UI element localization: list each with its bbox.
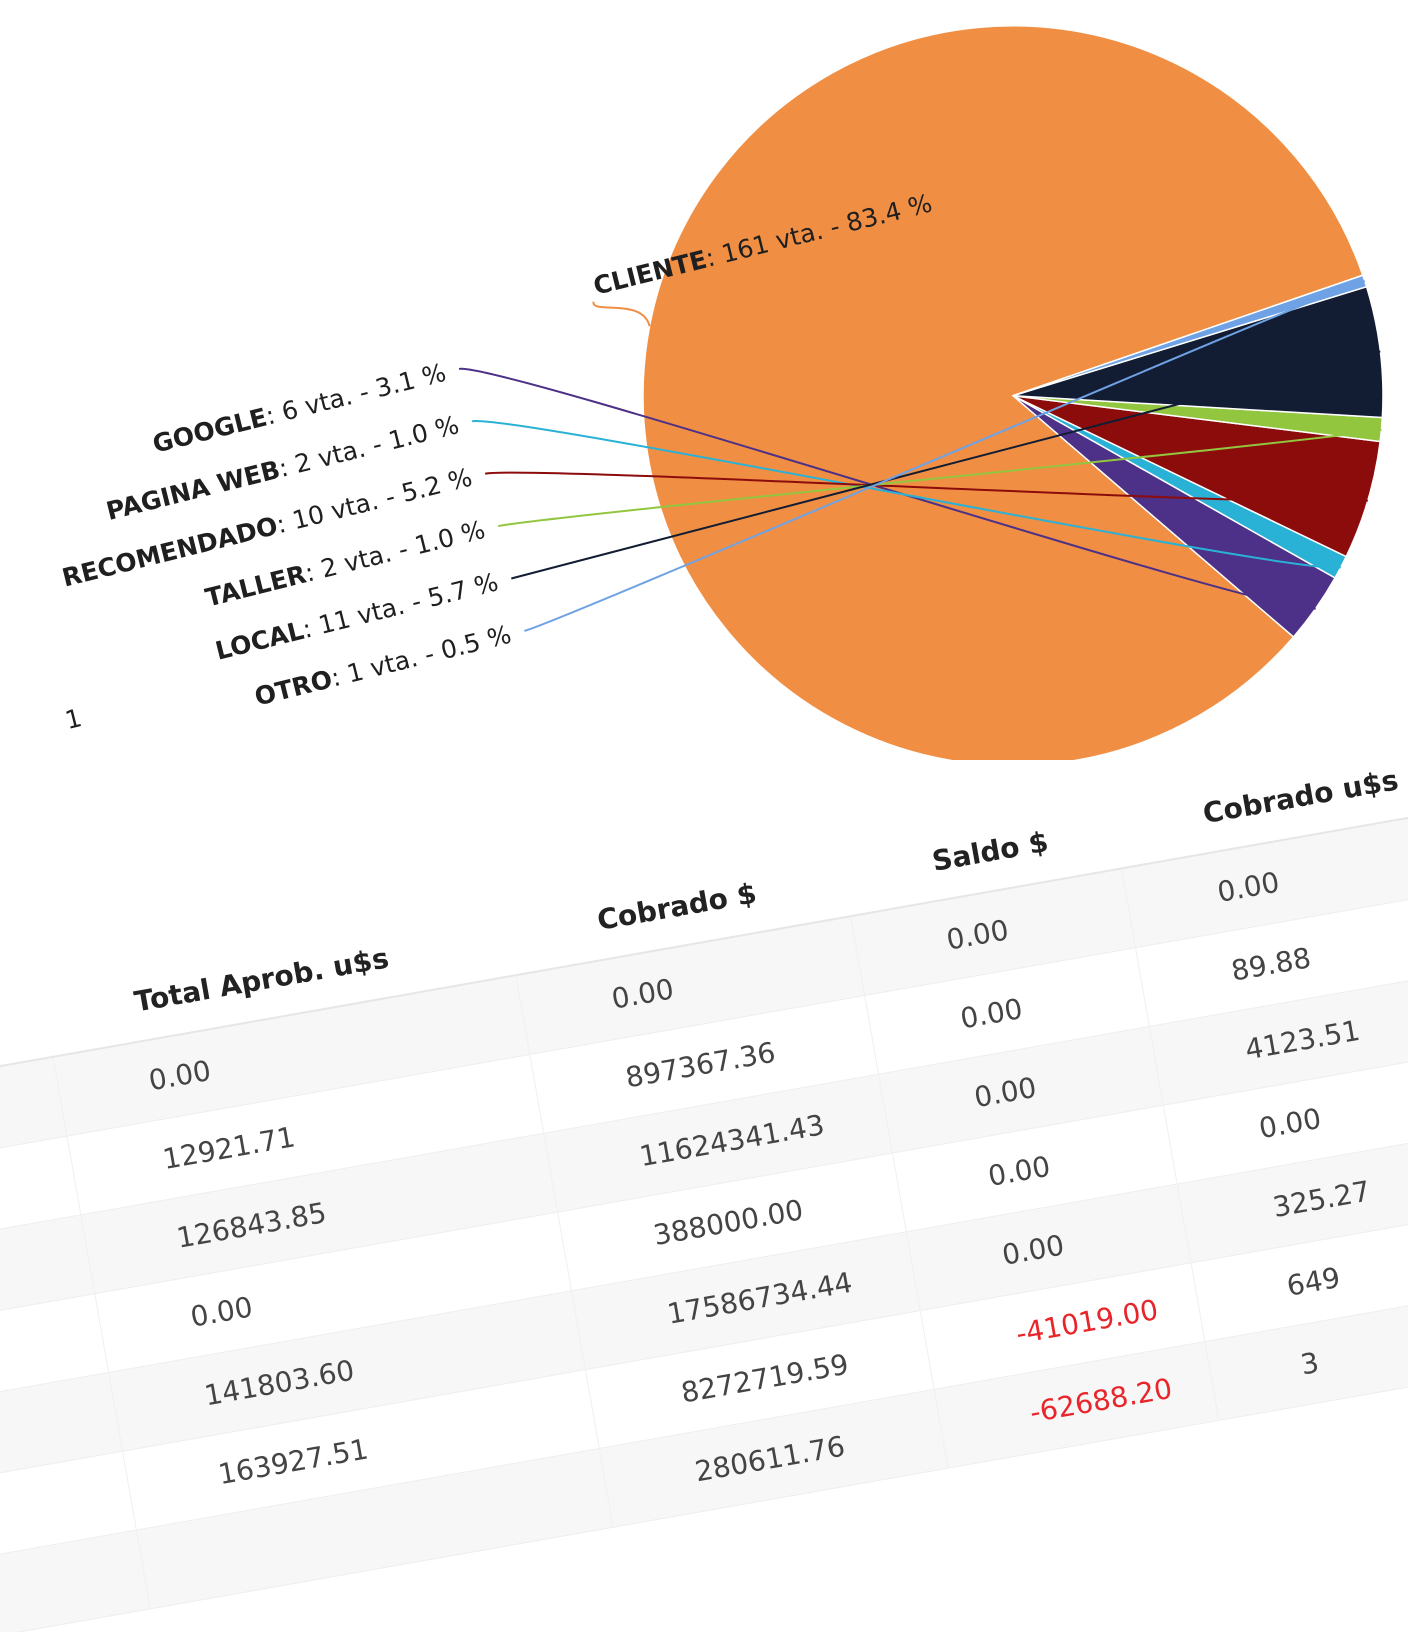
leader-line [471,420,1342,569]
leader-line [484,471,1369,503]
pie-slices [564,0,1408,760]
sales-source-pie-chart: CLIENTE: 161 vta. - 83.4 %GOOGLE: 6 vta.… [59,0,1408,760]
leader-line [511,350,1381,580]
sales-report-table-container: Total Aprob. u$s Cobrado $ Saldo $ Cobra… [0,704,1408,1632]
leader-line [497,428,1382,528]
pie-leader-lines [458,279,1382,632]
pie-label-partial: 1 [62,703,84,735]
leader-line [524,279,1365,632]
pie-slice-cliente[interactable] [564,0,1408,760]
sales-report-table: Total Aprob. u$s Cobrado $ Saldo $ Cobra… [0,704,1408,1632]
leader-line [458,367,1316,610]
leader-line [592,301,651,327]
pie-slice-otro[interactable] [1005,274,1371,397]
